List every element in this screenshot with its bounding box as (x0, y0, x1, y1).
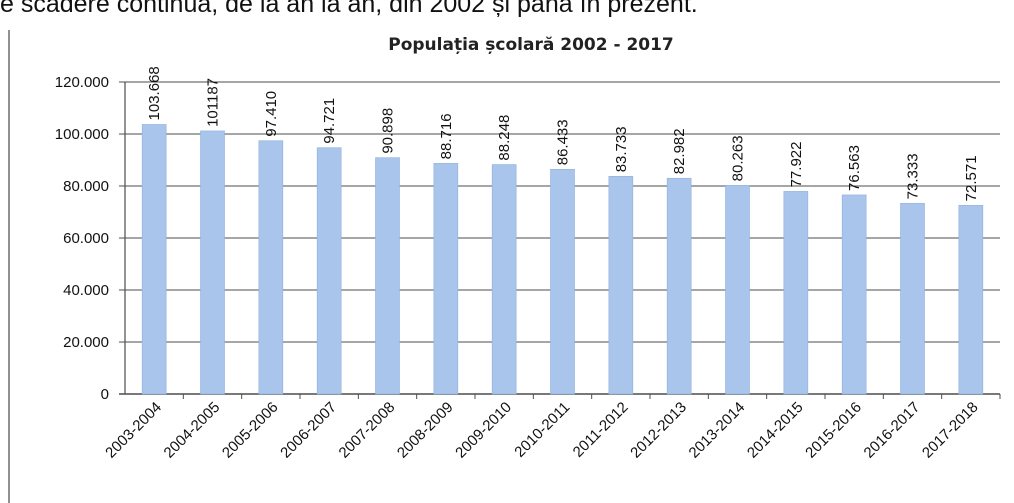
bars (141, 124, 984, 395)
data-label: 88.716 (438, 113, 455, 159)
x-tick-label: 2006-2007 (277, 399, 340, 462)
data-label: 86.433 (555, 119, 572, 165)
data-label: 77.922 (788, 142, 805, 188)
data-label: 90.898 (380, 108, 397, 154)
data-label: 80.263 (730, 135, 747, 181)
x-tick-label: 2014-2015 (744, 399, 807, 462)
y-tick-labels: 0 20.000 40.000 60.000 80.000 100.000 120.000 (55, 74, 109, 403)
x-tick-label: 2009-2010 (452, 399, 515, 462)
y-tick-label: 100.000 (55, 126, 109, 143)
data-label: 88.248 (496, 115, 513, 161)
data-labels: 103.668 101187 97.410 94.721 90.898 88.716 88.… (146, 66, 980, 201)
x-tick-label: 2004-2005 (161, 399, 224, 462)
data-label: 101187 (205, 78, 222, 127)
y-tick-label: 80.000 (63, 178, 109, 195)
x-tick-label: 2012-2013 (627, 399, 690, 462)
x-tick-label: 2010-2011 (511, 399, 573, 461)
x-tick-label: 2005-2006 (219, 399, 282, 462)
bar (316, 147, 342, 395)
bar (608, 175, 634, 395)
bar (141, 124, 167, 395)
x-tick-label: 2017-2018 (919, 399, 982, 462)
data-label: 83.733 (613, 126, 630, 172)
bar (200, 130, 225, 395)
x-tick-label: 2003-2004 (102, 399, 165, 462)
x-tick-label: 2011-2012 (570, 399, 632, 461)
data-label: 73.333 (905, 153, 922, 199)
x-tick-label: 2015-2016 (802, 399, 865, 462)
bar (433, 163, 459, 395)
x-tick-labels: 2003-20042004-20052005-20062006-20072007… (102, 399, 981, 462)
y-tick-label: 20.000 (63, 334, 109, 351)
data-label: 94.721 (321, 98, 338, 144)
x-tick-label: 2008-2009 (394, 399, 457, 462)
y-tick-label: 0 (101, 386, 109, 403)
bar (783, 191, 809, 395)
bar (725, 185, 750, 395)
bar (900, 203, 925, 395)
bar (666, 177, 692, 395)
y-tick-label: 40.000 (63, 282, 109, 299)
x-tick-label: 2013-2014 (686, 399, 749, 462)
x-tick-label: 2007-2008 (336, 399, 399, 462)
data-label: 103.668 (146, 66, 163, 120)
bar (550, 168, 575, 395)
data-label: 97.410 (263, 91, 280, 137)
data-label: 76.563 (846, 145, 863, 191)
bar (258, 140, 284, 395)
page-top-text: e scădere continuă, de la an la an, din … (0, 0, 698, 18)
y-tick-label: 60.000 (63, 230, 109, 247)
bar (491, 164, 517, 395)
bar (841, 194, 867, 395)
y-tick-label: 120.000 (55, 74, 109, 91)
bar (958, 205, 984, 395)
bar (375, 157, 400, 395)
data-label: 82.982 (671, 128, 688, 174)
x-tick-label: 2016-2017 (861, 399, 924, 462)
data-label: 72.571 (963, 155, 980, 201)
chart-title: Populația școlară 2002 - 2017 (388, 35, 674, 55)
